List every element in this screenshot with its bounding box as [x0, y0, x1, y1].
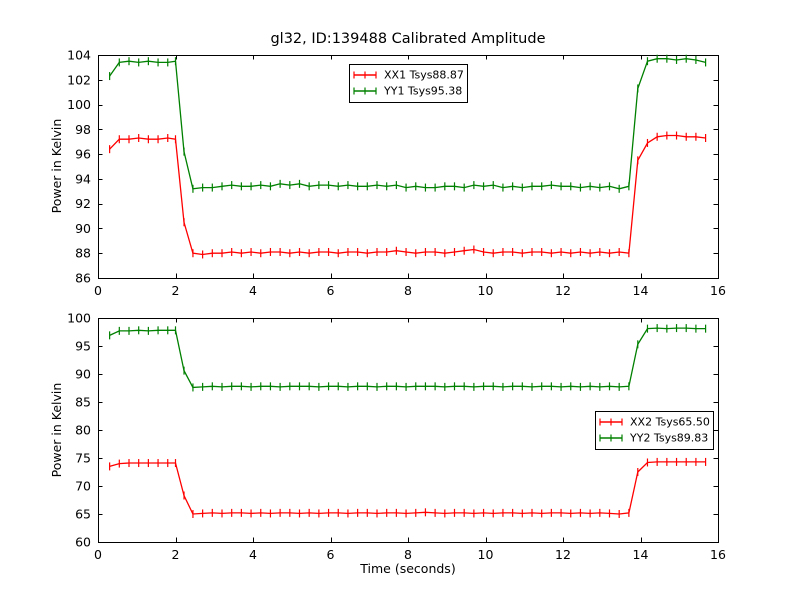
series-xx1	[109, 131, 707, 259]
y-axis-ticks: 86 88 90 92 94 96 98 100 102 104	[67, 48, 718, 286]
x-tick-label: 16	[710, 547, 726, 562]
legend-entry-label: XX1 Tsys88.87	[384, 69, 464, 82]
y-tick-label: 100	[67, 97, 91, 112]
y-tick-label: 94	[75, 171, 91, 186]
legend: XX2 Tsys65.50 YY2 Tsys89.83	[595, 411, 714, 450]
y-tick-label: 100	[67, 311, 91, 326]
x-axis-label: Time (seconds)	[360, 561, 456, 576]
x-tick-label: 4	[249, 547, 257, 562]
x-axis-ticks: 0 2 4 6 8 10 12 14 16	[94, 55, 726, 298]
x-tick-label: 0	[94, 283, 102, 298]
y-tick-label: 88	[75, 246, 91, 261]
x-tick-label: 8	[404, 283, 412, 298]
x-tick-label: 14	[633, 547, 649, 562]
y-tick-label: 96	[75, 147, 91, 162]
x-tick-label: 2	[172, 547, 180, 562]
y-tick-label: 85	[75, 395, 91, 410]
x-tick-label: 6	[327, 547, 335, 562]
x-tick-label: 4	[249, 283, 257, 298]
x-tick-label: 6	[327, 283, 335, 298]
x-tick-label: 16	[710, 283, 726, 298]
series-xx2	[109, 457, 707, 518]
series-yy2	[109, 324, 707, 392]
x-tick-label: 0	[94, 547, 102, 562]
legend: XX1 Tsys88.87 YY1 Tsys95.38	[349, 64, 468, 103]
y-tick-label: 95	[75, 339, 91, 354]
legend-entry-label: YY1 Tsys95.38	[383, 85, 462, 98]
y-tick-label: 90	[75, 221, 91, 236]
y-tick-label: 60	[75, 535, 91, 550]
y-tick-label: 86	[75, 271, 91, 286]
x-tick-label: 10	[478, 547, 494, 562]
y-tick-label: 102	[67, 72, 91, 87]
y-axis-ticks: 60 65 70 75 80 85 90 95 100	[67, 311, 718, 550]
y-axis-label-bottom: Power in Kelvin	[49, 382, 64, 478]
y-tick-label: 75	[75, 451, 91, 466]
y-tick-label: 90	[75, 367, 91, 382]
x-tick-label: 2	[172, 283, 180, 298]
y-tick-label: 70	[75, 479, 91, 494]
x-tick-label: 14	[633, 283, 649, 298]
legend-entry-label: YY2 Tsys89.83	[629, 432, 708, 445]
y-tick-label: 98	[75, 122, 91, 137]
subplot-2: 0 2 4 6 8 10 12 14 16 60 65 70 75 80 85 90 95 100 XX2 Tsys…	[67, 311, 726, 563]
x-tick-label: 12	[555, 547, 571, 562]
chart-title: gl32, ID:139488 Calibrated Amplitude	[270, 31, 546, 47]
series-yy1	[109, 54, 707, 193]
y-tick-label: 65	[75, 507, 91, 522]
x-axis-ticks: 0 2 4 6 8 10 12 14 16	[94, 318, 726, 562]
legend-box	[595, 411, 714, 450]
y-axis-label-top: Power in Kelvin	[49, 118, 64, 214]
subplot-1: 0 2 4 6 8 10 12 14 16 86 88 90 92 94 96 98 100 102 104 XX1 …	[67, 48, 726, 299]
y-tick-label: 80	[75, 423, 91, 438]
legend-box	[349, 64, 468, 103]
x-tick-label: 12	[555, 283, 571, 298]
x-tick-label: 10	[478, 283, 494, 298]
legend-entry-label: XX2 Tsys65.50	[630, 416, 710, 429]
y-tick-label: 92	[75, 196, 91, 211]
x-tick-label: 8	[404, 547, 412, 562]
y-tick-label: 104	[67, 48, 91, 63]
